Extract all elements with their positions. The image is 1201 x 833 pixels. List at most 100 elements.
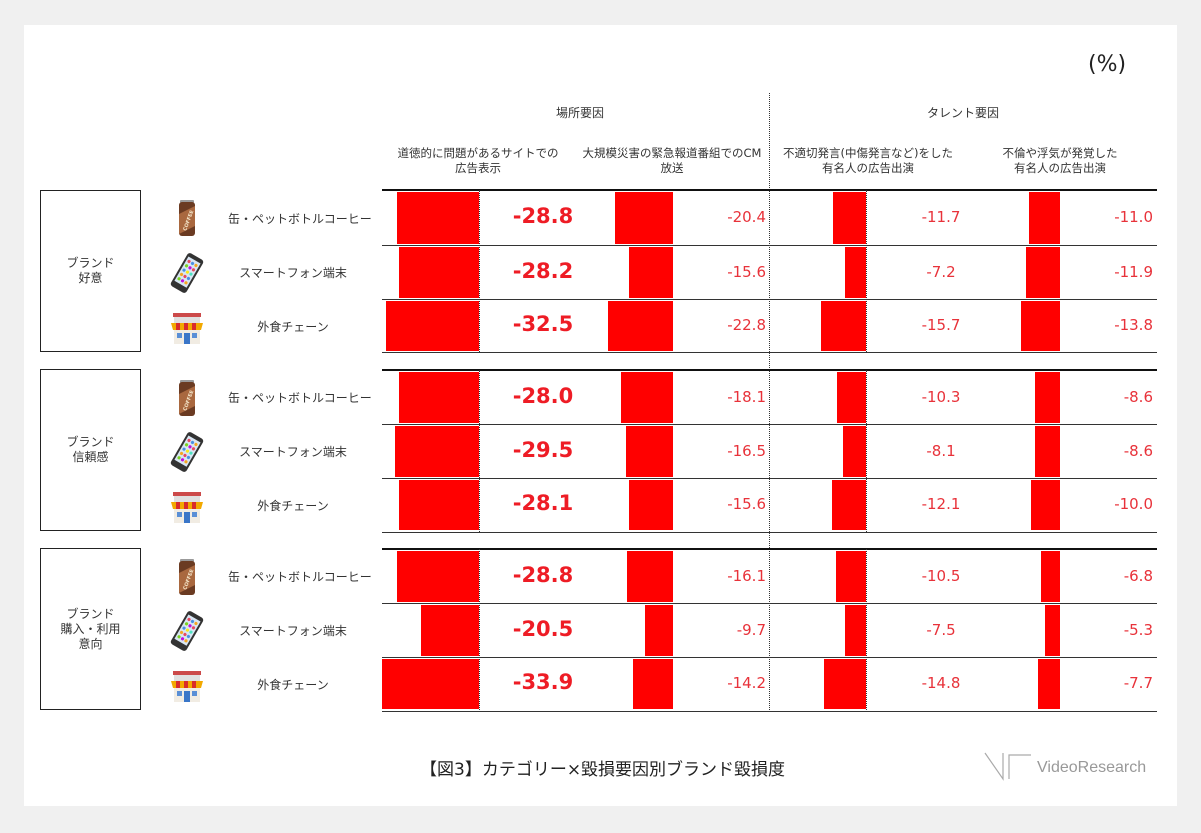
product-label: 缶・ペットボトルコーヒー bbox=[228, 391, 372, 405]
value-label: -10.0 bbox=[1114, 495, 1153, 514]
bar bbox=[836, 551, 866, 602]
category-brand-purchase-intent: ブランド 購入・利用 意向 bbox=[40, 548, 141, 710]
value-label: -5.3 bbox=[1123, 620, 1153, 639]
value-label: -29.5 bbox=[512, 437, 574, 462]
bar bbox=[843, 426, 866, 477]
chart-panel bbox=[24, 25, 1177, 806]
column-header-1: 道徳的に問題があるサイトでの 広告表示 bbox=[397, 146, 559, 175]
bar bbox=[627, 551, 673, 602]
bar bbox=[615, 192, 673, 244]
bar bbox=[395, 426, 479, 477]
bar bbox=[1021, 301, 1060, 351]
category-brand-trust: ブランド 信頼感 bbox=[40, 369, 141, 531]
value-label: -20.5 bbox=[512, 616, 574, 641]
value-label: -22.8 bbox=[727, 316, 766, 335]
bar bbox=[629, 247, 673, 298]
value-label: -11.9 bbox=[1114, 262, 1153, 281]
product-label: 缶・ペットボトルコーヒー bbox=[228, 570, 372, 584]
bar bbox=[397, 192, 479, 244]
group-header-place: 場所要因 bbox=[555, 106, 604, 120]
group-bottom-rule bbox=[382, 352, 1157, 353]
row-rule bbox=[382, 299, 1157, 300]
bar bbox=[421, 605, 479, 656]
bar bbox=[832, 480, 866, 530]
zero-axis bbox=[866, 370, 867, 532]
group-bottom-rule bbox=[382, 711, 1157, 712]
value-label: -18.1 bbox=[727, 387, 766, 406]
column-header-2: 大規模災害の緊急報道番組でのCM 放送 bbox=[582, 146, 762, 175]
value-label: -20.4 bbox=[727, 208, 766, 227]
bar bbox=[845, 247, 866, 298]
bar bbox=[1029, 192, 1060, 244]
value-label: -33.9 bbox=[512, 670, 574, 695]
bar bbox=[399, 480, 479, 530]
bar bbox=[629, 480, 673, 530]
product-label: 缶・ペットボトルコーヒー bbox=[228, 211, 372, 226]
smartphone-icon bbox=[167, 253, 207, 297]
value-label: -10.3 bbox=[921, 387, 961, 406]
value-label: -15.6 bbox=[727, 495, 766, 514]
coffee-can-icon: COFFEE bbox=[167, 198, 207, 242]
value-label: -8.1 bbox=[926, 441, 956, 460]
value-label: -12.1 bbox=[921, 495, 961, 514]
group-top-rule bbox=[382, 369, 1157, 371]
zero-axis bbox=[479, 549, 480, 710]
smartphone-icon bbox=[167, 611, 207, 655]
product-label: 外食チェーン bbox=[257, 319, 329, 334]
product-label: 外食チェーン bbox=[257, 498, 329, 513]
group-top-rule bbox=[382, 548, 1157, 550]
value-label: -15.7 bbox=[921, 316, 961, 335]
bar bbox=[1026, 247, 1060, 298]
value-label: -10.5 bbox=[921, 566, 961, 585]
value-label: -16.1 bbox=[727, 566, 766, 585]
bar bbox=[1041, 551, 1060, 602]
value-label: -9.7 bbox=[736, 620, 766, 639]
bar bbox=[1035, 372, 1060, 423]
value-label: -11.7 bbox=[921, 208, 961, 227]
bar bbox=[633, 659, 673, 709]
value-label: -28.1 bbox=[512, 491, 574, 516]
value-label: -8.6 bbox=[1123, 441, 1153, 460]
bar bbox=[645, 605, 673, 656]
coffee-can-icon: COFFEE bbox=[167, 557, 207, 601]
row-rule bbox=[382, 245, 1157, 246]
value-label: -32.5 bbox=[512, 312, 574, 337]
value-label: -13.8 bbox=[1114, 316, 1153, 335]
bar bbox=[1038, 659, 1060, 709]
value-label: -7.5 bbox=[926, 620, 956, 639]
bar bbox=[399, 372, 479, 423]
group-divider bbox=[769, 93, 770, 710]
value-label: -6.8 bbox=[1123, 566, 1153, 585]
product-label: スマートフォン端末 bbox=[239, 445, 347, 459]
bar bbox=[382, 659, 479, 709]
unit-label: (%) bbox=[1088, 52, 1127, 77]
value-label: -15.6 bbox=[727, 262, 766, 281]
videoresearch-logo-text: VideoResearch bbox=[1037, 759, 1147, 776]
row-rule bbox=[382, 478, 1157, 479]
bar bbox=[833, 192, 866, 244]
category-brand-favorability: ブランド 好意 bbox=[40, 190, 141, 352]
zero-axis bbox=[479, 370, 480, 532]
bar bbox=[821, 301, 866, 351]
column-header-3: 不適切発言(中傷発言など)をした 有名人の広告出演 bbox=[783, 146, 953, 175]
bar bbox=[386, 301, 479, 351]
zero-axis bbox=[866, 549, 867, 710]
zero-axis bbox=[866, 190, 867, 352]
column-header-4: 不倫や浮気が発覚した 有名人の広告出演 bbox=[1002, 146, 1118, 175]
value-label: -7.2 bbox=[926, 262, 956, 281]
value-label: -16.5 bbox=[727, 441, 766, 460]
restaurant-store-icon bbox=[167, 665, 207, 709]
coffee-can-icon: COFFEE bbox=[167, 378, 207, 422]
value-label: -28.0 bbox=[512, 383, 574, 408]
bar bbox=[837, 372, 866, 423]
group-header-talent: タレント要因 bbox=[926, 106, 999, 120]
videoresearch-logo-icon bbox=[983, 751, 1043, 781]
bar bbox=[621, 372, 673, 423]
restaurant-store-icon bbox=[167, 307, 207, 351]
product-label: 外食チェーン bbox=[257, 677, 329, 692]
figure-caption: 【図3】カテゴリー×毀損要因別ブランド毀損度 bbox=[420, 760, 786, 780]
value-label: -8.6 bbox=[1123, 387, 1153, 406]
row-rule bbox=[382, 603, 1157, 604]
bar bbox=[824, 659, 866, 709]
zero-axis bbox=[479, 190, 480, 352]
